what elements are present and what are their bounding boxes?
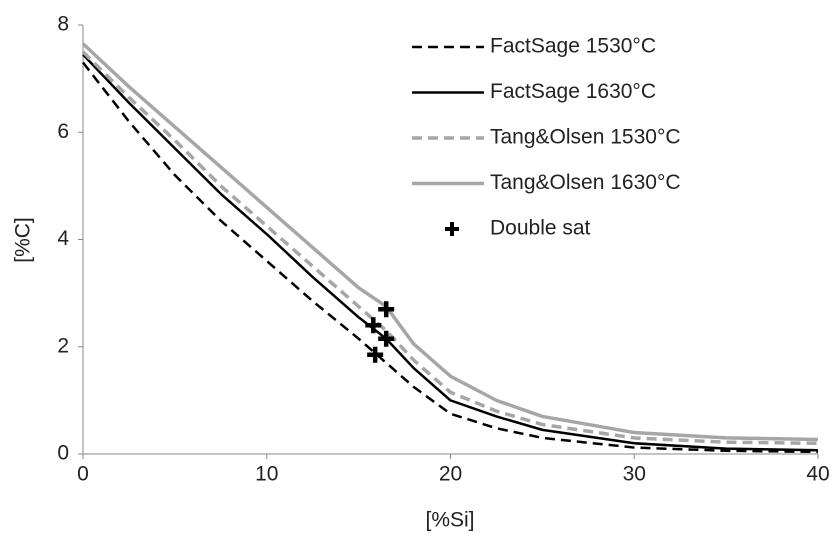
legend-label: Tang&Olsen 1530°C xyxy=(490,126,681,149)
y-tick-label: 4 xyxy=(57,227,69,250)
y-tick-label: 2 xyxy=(57,334,69,357)
y-tick-label: 8 xyxy=(57,13,69,36)
series-line xyxy=(81,42,819,442)
legend-label: FactSage 1530°C xyxy=(490,35,656,58)
x-tick-label: 40 xyxy=(806,463,829,486)
x-tick-label: 30 xyxy=(623,463,646,486)
y-axis-label: [%C] xyxy=(12,217,35,263)
series-line xyxy=(82,61,819,454)
legend-label: Tang&Olsen 1630°C xyxy=(490,171,681,194)
x-axis-label: [%Si] xyxy=(425,509,474,532)
double-sat-point xyxy=(365,317,382,334)
y-tick-label: 0 xyxy=(57,442,69,465)
legend-label: Double sat xyxy=(490,217,591,240)
legend-label: FactSage 1630°C xyxy=(490,80,656,103)
double-sat-point xyxy=(378,301,395,318)
x-tick-label: 0 xyxy=(77,463,89,486)
x-tick-label: 20 xyxy=(439,463,462,486)
legend-marker xyxy=(445,222,459,236)
double-sat-point xyxy=(367,346,384,363)
x-tick-label: 10 xyxy=(255,463,278,486)
double-sat-point xyxy=(378,330,395,347)
y-tick-label: 6 xyxy=(57,120,69,143)
series-line xyxy=(81,50,819,446)
